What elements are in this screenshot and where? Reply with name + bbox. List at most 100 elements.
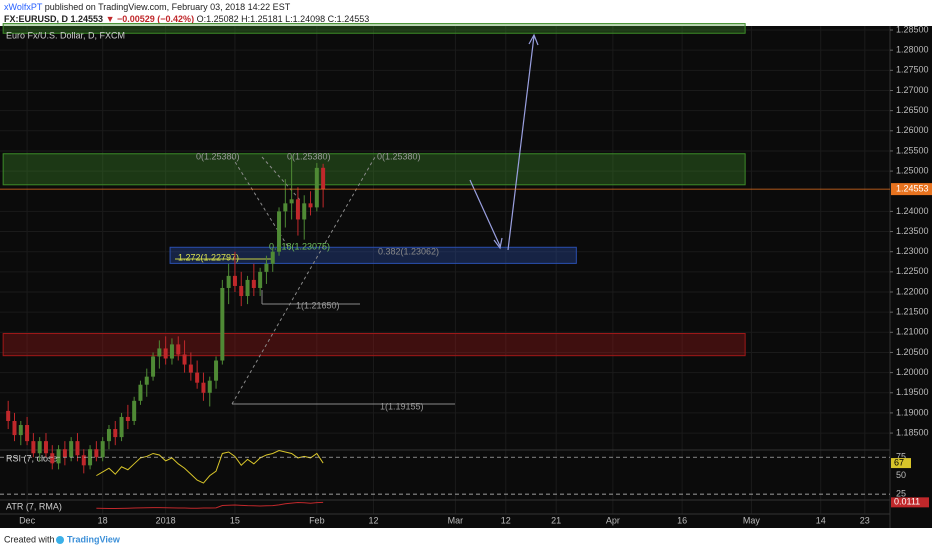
candle-body [239,285,244,297]
y-tick-label: 1.19000 [896,407,929,417]
atr-last-label: 0.0111 [894,497,920,507]
candle-body [56,449,61,464]
candle-body [125,416,130,421]
fib-label: 1(1.19155) [380,401,424,411]
candle-body [182,354,187,365]
rsi-line [96,449,324,484]
y-tick-label: 1.19500 [896,387,929,397]
y-tick-label: 1.18500 [896,427,929,437]
candle-body [144,376,149,385]
atr-title: ATR (7, RMA) [6,501,62,511]
x-tick-label: 23 [860,515,870,525]
x-tick-label: Mar [448,515,464,525]
footer-created: Created with [4,534,55,544]
x-tick-label: 21 [551,515,561,525]
fib-label: 1.272(1.22797) [178,252,239,262]
candle-body [264,263,269,272]
arrow-head [493,237,503,250]
x-tick-label: Apr [606,515,620,525]
candle-body [321,167,326,190]
fib-label: 0(1.25380) [287,151,331,161]
y-tick-label: 1.26500 [896,105,929,115]
y-tick-label: 1.20000 [896,367,929,377]
candle-body [151,356,156,377]
candle-body [201,382,206,393]
arrows [469,33,539,251]
x-tick-label: 12 [501,515,511,525]
y-tick-label: 1.28000 [896,45,929,55]
candle-body [100,441,105,458]
candle-body [138,384,143,401]
candle-body [270,251,275,264]
candle-body [81,455,86,466]
candle-body [232,275,237,286]
y-tick-label: 1.24000 [896,206,929,216]
change: ▼ −0.00529 (−0.42%) [105,14,195,24]
candle-body [43,441,48,454]
candle-body [37,441,42,454]
candle-body [220,287,225,361]
candle-body [314,167,319,208]
candle-body [176,344,181,355]
candle-body [69,441,74,458]
candle-body [88,449,93,466]
x-tick-label: 12 [369,515,379,525]
rsi-tick-label: 75 [896,452,906,462]
author[interactable]: xWolfxPT [4,2,43,12]
header-line: xWolfxPT published on TradingView.com, F… [4,2,290,12]
y-tick-label: 1.21000 [896,327,929,337]
symbol-line: FX:EURUSD, D 1.24553 ▼ −0.00529 (−0.42%)… [4,14,369,24]
candle-body [157,348,162,357]
last-price-badge [891,183,932,196]
candle-body [245,279,250,297]
rsi-badge [891,458,911,469]
rsi-title: RSI (7, close) [6,453,61,463]
y-tick-label: 1.21500 [896,307,929,317]
zone [2,23,746,34]
y-tick-label: 1.25000 [896,165,929,175]
published: published on TradingView.com, February 0… [44,2,291,12]
x-tick-label: May [743,515,761,525]
x-tick-label: 15 [230,515,240,525]
candle-body [283,203,288,212]
footer-brand[interactable]: TradingView [67,534,121,544]
arrow-head [528,33,539,46]
y-tick-label: 1.25500 [896,145,929,155]
candle-body [75,441,80,456]
rsi-tick-label: 25 [896,488,906,498]
candle-body [25,425,30,442]
fib-labels: 0(1.25380) 0(1.25380) 0(1.25380) 0.618(1… [178,151,439,411]
candle-body [251,279,256,288]
candle-body [226,275,231,288]
chart-background [0,26,932,528]
rsi-tick-label: 50 [896,470,906,480]
candle-body [277,211,282,252]
candle-body [195,372,200,383]
fib-label: 0.618(1.23075) [269,241,330,251]
x-tick-label: 2018 [156,515,176,525]
y-tick-label: 1.20500 [896,347,929,357]
candle-body [207,380,212,393]
candle-body [50,453,55,464]
footer-background [0,528,932,550]
y-tick-label: 1.22000 [896,286,929,296]
x-tick-label: 14 [816,515,826,525]
y-tick-label: 1.28500 [896,24,929,34]
y-tick-label: 1.22500 [896,266,929,276]
candle-body [302,203,307,220]
candle-body [31,441,36,454]
arrow [507,35,535,251]
zone [2,333,746,357]
x-tick-label: Dec [19,515,36,525]
candle-body [188,364,193,373]
candle-body [132,400,137,421]
fib-label: 1(1.21650) [296,300,340,310]
candle-body [106,429,111,442]
atr-line [96,501,324,509]
candle-body [113,429,118,438]
x-tick-label: Feb [309,515,325,525]
chart-title: Euro Fx/U.S. Dollar, D, FXCM [6,30,125,40]
x-tick-label: 18 [98,515,108,525]
